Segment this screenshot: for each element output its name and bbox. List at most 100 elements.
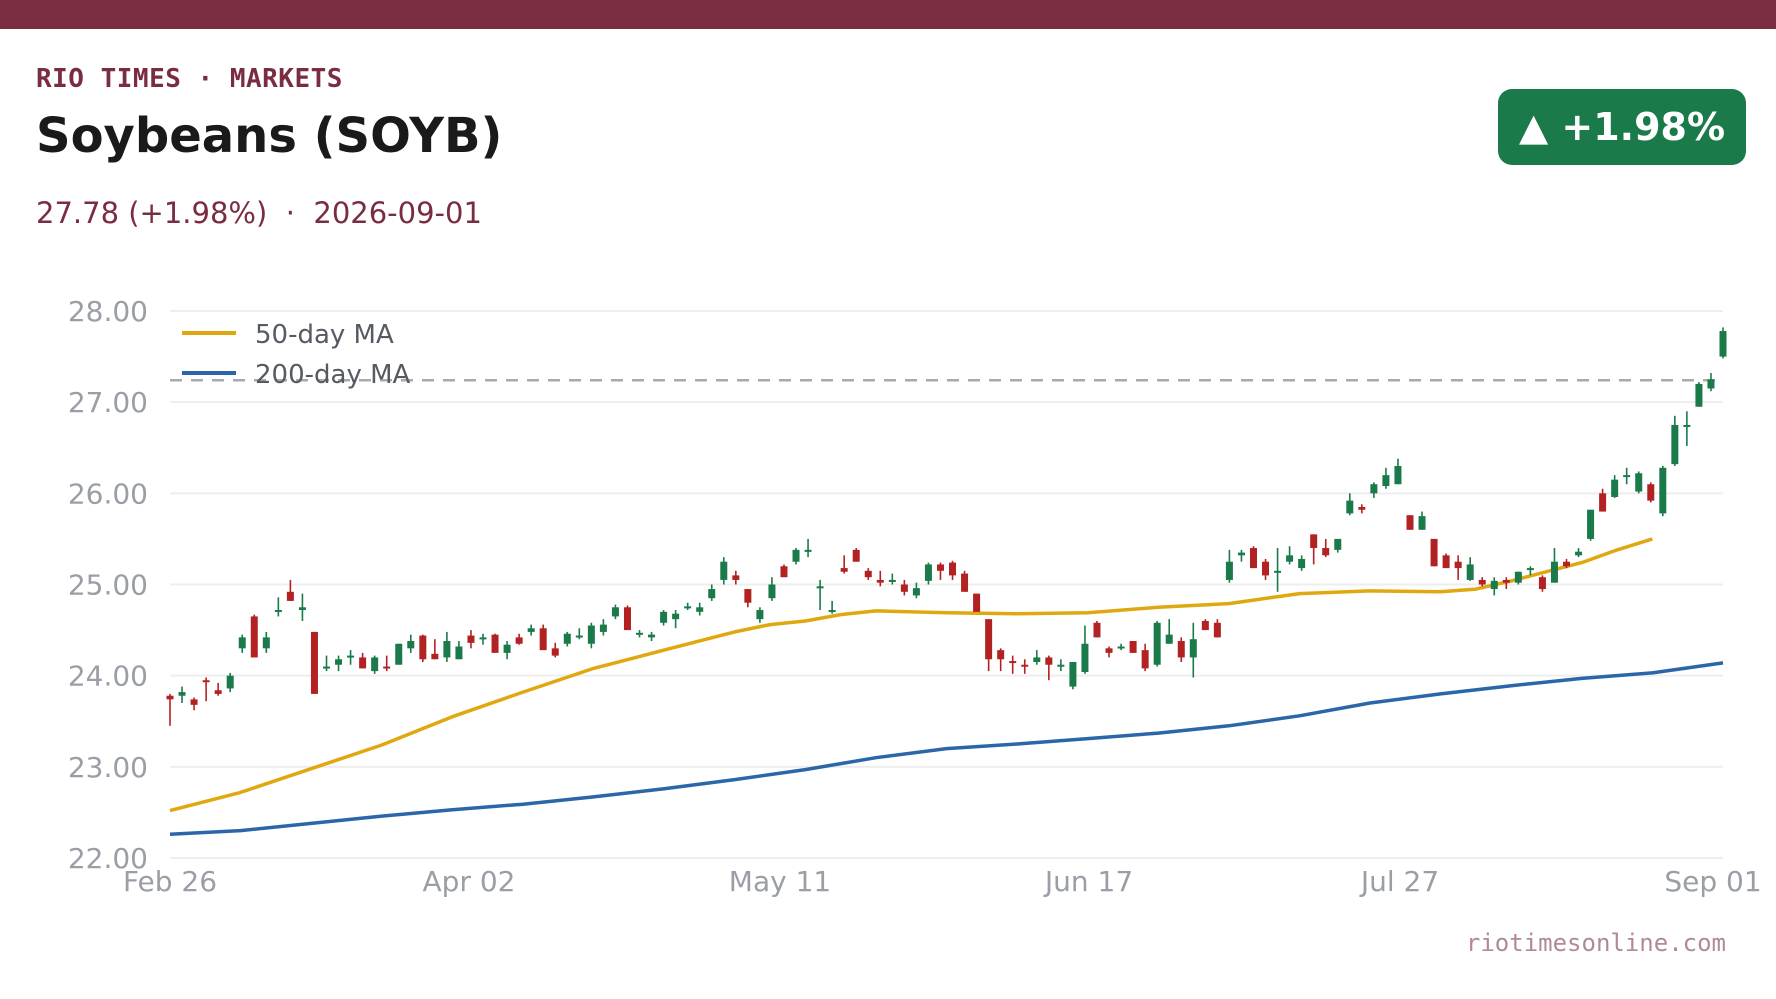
candle-body — [587, 625, 595, 644]
candle-body — [1418, 516, 1426, 530]
candle-body — [1671, 424, 1679, 465]
candle-body — [479, 637, 487, 640]
y-tick-label: 23.00 — [68, 751, 148, 784]
candle-body — [876, 579, 884, 583]
candle-body — [949, 562, 957, 576]
candle-body — [816, 586, 824, 589]
candle-body — [1262, 561, 1270, 576]
candle-body — [599, 624, 607, 632]
candle-body — [1695, 383, 1703, 407]
candle-body — [804, 549, 812, 552]
candle-body — [1394, 465, 1402, 485]
candle-body — [912, 588, 920, 596]
y-tick-label: 22.00 — [68, 842, 148, 875]
candle-body — [1514, 571, 1522, 583]
candle-body — [262, 637, 270, 649]
candle-body — [503, 644, 511, 653]
page-title: Soybeans (SOYB) — [36, 108, 503, 164]
candle-body — [828, 610, 836, 613]
candle-body — [1237, 552, 1245, 556]
candle-body — [1526, 568, 1534, 571]
candle-body — [1093, 622, 1101, 638]
candle-body — [1225, 561, 1233, 580]
candle-body — [1189, 639, 1197, 658]
candle-body — [840, 568, 848, 572]
candle-body — [1623, 475, 1631, 478]
candle-body — [419, 635, 427, 660]
candle-body — [551, 648, 559, 656]
candle-body — [744, 589, 752, 603]
candle-body — [1274, 570, 1282, 573]
candle-body — [1599, 493, 1607, 512]
candle-body — [1502, 579, 1510, 583]
candle-body — [732, 575, 740, 580]
candle-body — [672, 613, 680, 620]
x-tick-label: Jun 17 — [1043, 865, 1133, 898]
candle-body — [1249, 548, 1257, 569]
candle-body — [1707, 379, 1715, 389]
legend-ma50-label: 50-day MA — [255, 320, 394, 350]
candle-body — [768, 584, 776, 599]
candle-body — [1165, 634, 1173, 644]
candle-body — [1478, 579, 1486, 585]
candle-body — [852, 549, 860, 562]
price-subtitle: 27.78 (+1.98%) · 2026-09-01 — [36, 196, 482, 230]
candle-body — [1490, 580, 1498, 590]
y-tick-label: 24.00 — [68, 660, 148, 693]
candle-body — [575, 635, 583, 638]
candle-body — [888, 579, 896, 582]
candle-body — [1370, 484, 1378, 494]
candle-body — [1045, 657, 1053, 665]
candle-body — [286, 591, 294, 601]
candle-body — [1117, 646, 1125, 649]
candle-body — [973, 593, 981, 612]
candle-body — [166, 695, 174, 700]
candle-body — [900, 584, 908, 592]
candle-body — [720, 561, 728, 580]
candle-body — [310, 631, 318, 694]
candle-body — [1201, 620, 1209, 631]
candle-body — [1647, 484, 1655, 501]
y-tick-label: 28.00 — [68, 295, 148, 328]
candle-body — [1177, 641, 1185, 658]
candle-body — [563, 633, 571, 644]
x-tick-label: Feb 26 — [123, 865, 217, 898]
candle-body — [455, 646, 463, 660]
candle-body — [864, 570, 872, 578]
ma200-line — [169, 661, 1724, 837]
candle-body — [1057, 664, 1065, 667]
candle-body — [1153, 622, 1161, 665]
candle-body — [274, 610, 282, 613]
candle-body — [684, 606, 692, 609]
candle-body — [1406, 515, 1414, 530]
candle-body — [660, 611, 668, 623]
candle-body — [696, 607, 704, 612]
candle-body — [190, 699, 198, 705]
candle-body — [1105, 648, 1113, 653]
candle-body — [648, 634, 656, 638]
candle-body — [1033, 657, 1041, 662]
candle-body — [611, 607, 619, 617]
candle-body — [1430, 538, 1438, 567]
candle-body — [359, 657, 367, 669]
candle-body — [1298, 558, 1306, 569]
candle-body — [467, 635, 475, 643]
candle-body — [636, 632, 644, 635]
candle-body — [407, 641, 415, 649]
candle-body — [1346, 500, 1354, 514]
candle-body — [961, 573, 969, 592]
candle-body — [792, 549, 800, 562]
candle-body — [1442, 555, 1450, 569]
candle-body — [443, 641, 451, 658]
candle-body — [756, 610, 764, 620]
candle-body — [515, 637, 523, 644]
candle-body — [202, 680, 210, 683]
candle-body — [1587, 509, 1595, 539]
candle-body — [780, 566, 788, 578]
candle-body — [1310, 534, 1318, 549]
candle-body — [1382, 475, 1390, 487]
candle-body — [1466, 564, 1474, 580]
candle-body — [539, 628, 547, 651]
candle-body — [527, 628, 535, 632]
